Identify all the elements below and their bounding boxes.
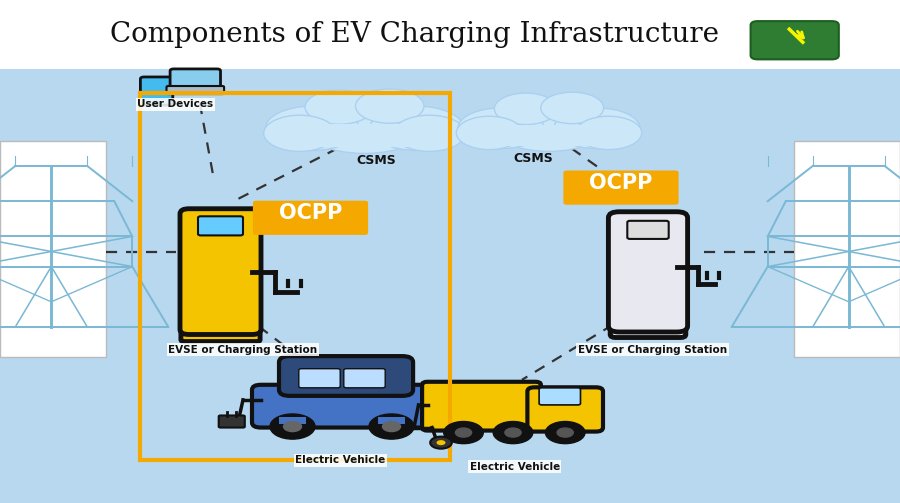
- FancyBboxPatch shape: [279, 356, 413, 396]
- Text: OCPP: OCPP: [590, 173, 652, 193]
- Ellipse shape: [393, 115, 465, 151]
- FancyBboxPatch shape: [608, 212, 688, 332]
- Circle shape: [545, 422, 585, 444]
- Text: Electric Vehicle: Electric Vehicle: [470, 462, 560, 472]
- Circle shape: [493, 422, 533, 444]
- FancyBboxPatch shape: [0, 141, 106, 357]
- FancyBboxPatch shape: [610, 321, 686, 338]
- FancyBboxPatch shape: [299, 369, 340, 388]
- Circle shape: [154, 101, 159, 104]
- Circle shape: [369, 414, 414, 439]
- Ellipse shape: [554, 108, 640, 148]
- Circle shape: [270, 414, 315, 439]
- FancyBboxPatch shape: [198, 216, 243, 235]
- FancyBboxPatch shape: [527, 387, 603, 432]
- Circle shape: [436, 440, 446, 445]
- Ellipse shape: [356, 89, 424, 123]
- Text: CSMS: CSMS: [513, 152, 553, 165]
- Ellipse shape: [494, 93, 557, 125]
- FancyBboxPatch shape: [253, 201, 368, 235]
- Ellipse shape: [458, 108, 544, 148]
- FancyBboxPatch shape: [474, 125, 624, 146]
- FancyBboxPatch shape: [279, 417, 306, 424]
- FancyBboxPatch shape: [166, 86, 224, 94]
- Circle shape: [505, 428, 521, 437]
- Circle shape: [444, 422, 483, 444]
- Text: Electric Vehicle: Electric Vehicle: [295, 455, 385, 465]
- Ellipse shape: [456, 116, 523, 149]
- Circle shape: [455, 428, 472, 437]
- FancyBboxPatch shape: [794, 141, 900, 357]
- FancyBboxPatch shape: [422, 382, 541, 431]
- Text: EVSE or Charging Station: EVSE or Charging Station: [168, 345, 318, 355]
- Circle shape: [284, 422, 302, 432]
- Text: User Devices: User Devices: [138, 99, 213, 109]
- FancyBboxPatch shape: [181, 326, 260, 342]
- Ellipse shape: [266, 106, 359, 150]
- Text: EVSE or Charging Station: EVSE or Charging Station: [578, 345, 727, 355]
- Circle shape: [382, 422, 400, 432]
- FancyBboxPatch shape: [627, 221, 669, 239]
- FancyBboxPatch shape: [563, 171, 679, 205]
- Circle shape: [557, 428, 573, 437]
- FancyBboxPatch shape: [378, 417, 405, 424]
- FancyBboxPatch shape: [170, 69, 220, 91]
- FancyBboxPatch shape: [284, 124, 446, 147]
- Ellipse shape: [300, 95, 429, 153]
- FancyBboxPatch shape: [140, 77, 173, 105]
- Text: CSMS: CSMS: [356, 154, 396, 167]
- Ellipse shape: [541, 92, 604, 124]
- FancyBboxPatch shape: [0, 0, 900, 69]
- Ellipse shape: [370, 106, 464, 150]
- FancyBboxPatch shape: [751, 21, 839, 59]
- Text: OCPP: OCPP: [279, 203, 342, 223]
- Ellipse shape: [490, 98, 608, 151]
- FancyBboxPatch shape: [180, 209, 261, 334]
- FancyBboxPatch shape: [219, 415, 245, 428]
- FancyBboxPatch shape: [252, 385, 432, 428]
- Text: Components of EV Charging Infrastructure: Components of EV Charging Infrastructure: [110, 21, 718, 48]
- Ellipse shape: [575, 116, 642, 149]
- FancyBboxPatch shape: [344, 369, 385, 388]
- FancyBboxPatch shape: [539, 388, 580, 405]
- Ellipse shape: [305, 90, 374, 124]
- Circle shape: [430, 437, 452, 449]
- Ellipse shape: [264, 115, 336, 151]
